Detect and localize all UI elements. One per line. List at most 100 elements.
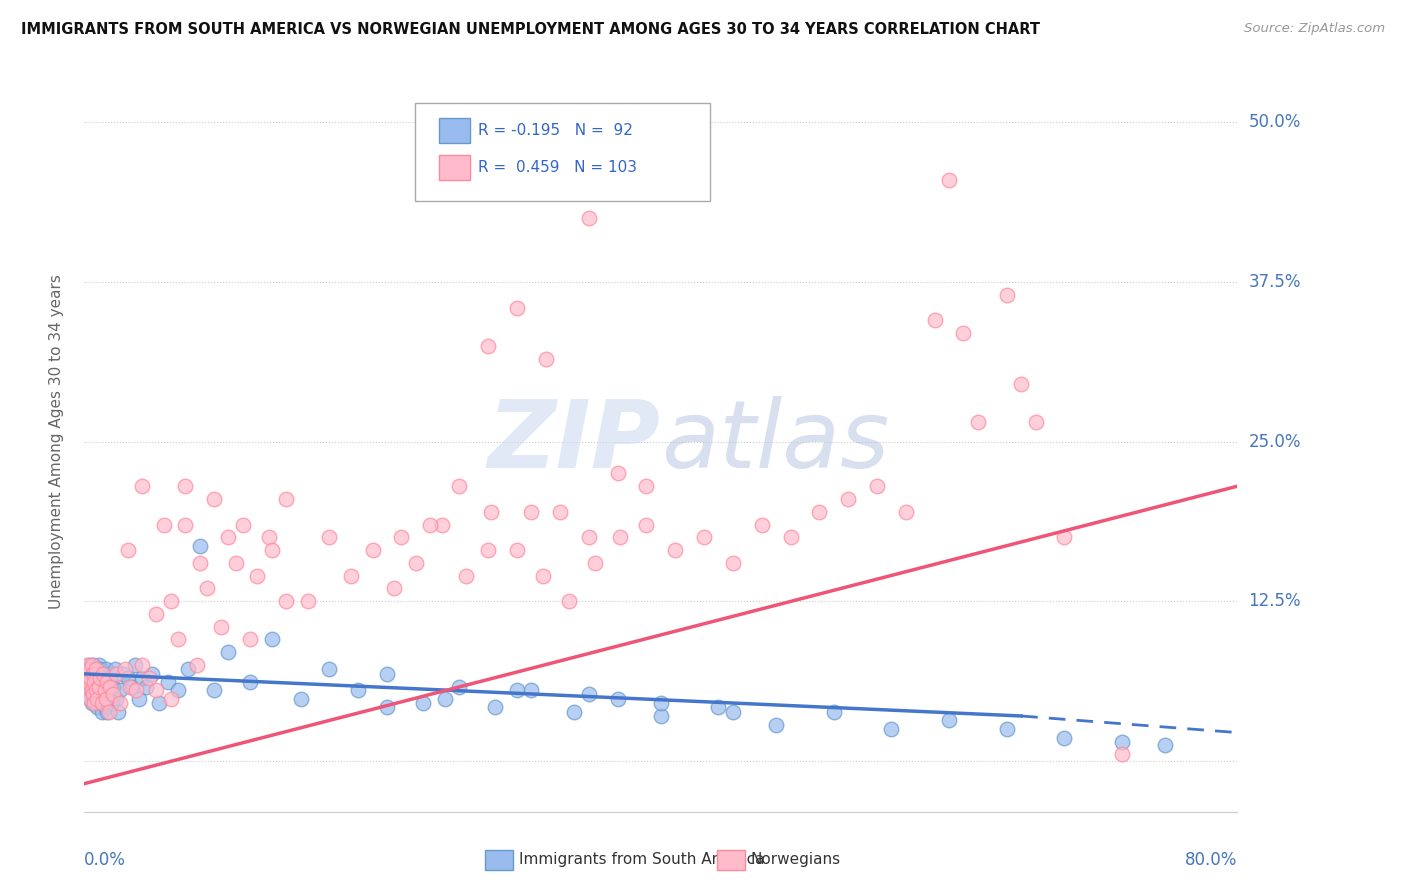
- Point: [94, 662, 117, 676]
- Point: [77, 683, 100, 698]
- Point: [195, 582, 218, 596]
- Text: 80.0%: 80.0%: [1185, 851, 1237, 869]
- Text: 0.0%: 0.0%: [84, 851, 127, 869]
- Point: [477, 543, 499, 558]
- Point: [110, 683, 132, 698]
- Point: [96, 674, 118, 689]
- Point: [257, 530, 280, 544]
- Point: [894, 505, 917, 519]
- Point: [135, 680, 157, 694]
- Point: [120, 680, 142, 694]
- Point: [77, 657, 100, 672]
- Point: [90, 680, 112, 694]
- Point: [808, 505, 831, 519]
- Point: [91, 666, 114, 681]
- Point: [83, 674, 105, 689]
- Point: [548, 505, 571, 519]
- Point: [449, 479, 471, 493]
- Point: [82, 666, 104, 681]
- Point: [87, 683, 110, 698]
- Point: [520, 505, 543, 519]
- Point: [650, 709, 672, 723]
- Point: [79, 692, 101, 706]
- Point: [91, 666, 114, 681]
- Point: [98, 671, 121, 685]
- Text: Immigrants from South America: Immigrants from South America: [519, 853, 765, 867]
- Point: [76, 683, 98, 698]
- Point: [318, 530, 340, 544]
- Point: [84, 671, 107, 685]
- Point: [506, 543, 529, 558]
- Point: [86, 666, 108, 681]
- Text: atlas: atlas: [661, 396, 889, 487]
- Point: [112, 666, 135, 681]
- Point: [188, 556, 211, 570]
- Point: [79, 671, 101, 685]
- Point: [449, 680, 471, 694]
- Point: [97, 683, 120, 698]
- Point: [76, 657, 98, 672]
- Point: [79, 666, 101, 681]
- Point: [1053, 530, 1076, 544]
- Point: [938, 173, 960, 187]
- Point: [506, 301, 529, 315]
- Point: [880, 722, 903, 736]
- Point: [430, 517, 453, 532]
- Point: [260, 632, 283, 647]
- Point: [174, 517, 197, 532]
- Point: [160, 594, 183, 608]
- Point: [938, 713, 960, 727]
- Point: [82, 680, 104, 694]
- Point: [83, 683, 105, 698]
- Point: [80, 674, 103, 689]
- Point: [246, 568, 269, 582]
- Point: [209, 619, 232, 633]
- Point: [76, 680, 98, 694]
- Point: [117, 543, 139, 558]
- Point: [84, 683, 107, 698]
- Point: [276, 594, 298, 608]
- Text: 50.0%: 50.0%: [1249, 113, 1301, 131]
- Point: [1154, 739, 1177, 753]
- Point: [239, 632, 262, 647]
- Point: [76, 662, 98, 676]
- Point: [75, 666, 97, 681]
- Point: [84, 662, 107, 676]
- Point: [103, 680, 124, 694]
- Point: [534, 351, 557, 366]
- Point: [110, 696, 132, 710]
- Point: [578, 687, 600, 701]
- Point: [121, 680, 143, 694]
- Point: [89, 662, 111, 676]
- Point: [96, 705, 118, 719]
- Point: [765, 718, 787, 732]
- Text: R =  0.459   N = 103: R = 0.459 N = 103: [478, 161, 637, 175]
- Point: [103, 687, 124, 701]
- Text: R = -0.195   N =  92: R = -0.195 N = 92: [478, 123, 633, 137]
- Point: [232, 517, 254, 532]
- Point: [86, 692, 108, 706]
- Point: [80, 657, 103, 672]
- Point: [80, 683, 103, 698]
- Point: [382, 582, 405, 596]
- Point: [578, 530, 600, 544]
- Point: [98, 680, 121, 694]
- Point: [866, 479, 889, 493]
- Point: [83, 662, 105, 676]
- Point: [218, 645, 240, 659]
- Point: [1053, 731, 1076, 745]
- Point: [77, 671, 100, 685]
- Point: [167, 683, 190, 698]
- Point: [188, 539, 211, 553]
- Point: [186, 657, 208, 672]
- Point: [148, 696, 170, 710]
- Point: [779, 530, 801, 544]
- Point: [138, 671, 160, 685]
- Point: [375, 666, 398, 681]
- Point: [456, 568, 478, 582]
- Point: [924, 313, 946, 327]
- Point: [290, 692, 312, 706]
- Point: [260, 543, 283, 558]
- Point: [94, 692, 117, 706]
- Point: [94, 700, 117, 714]
